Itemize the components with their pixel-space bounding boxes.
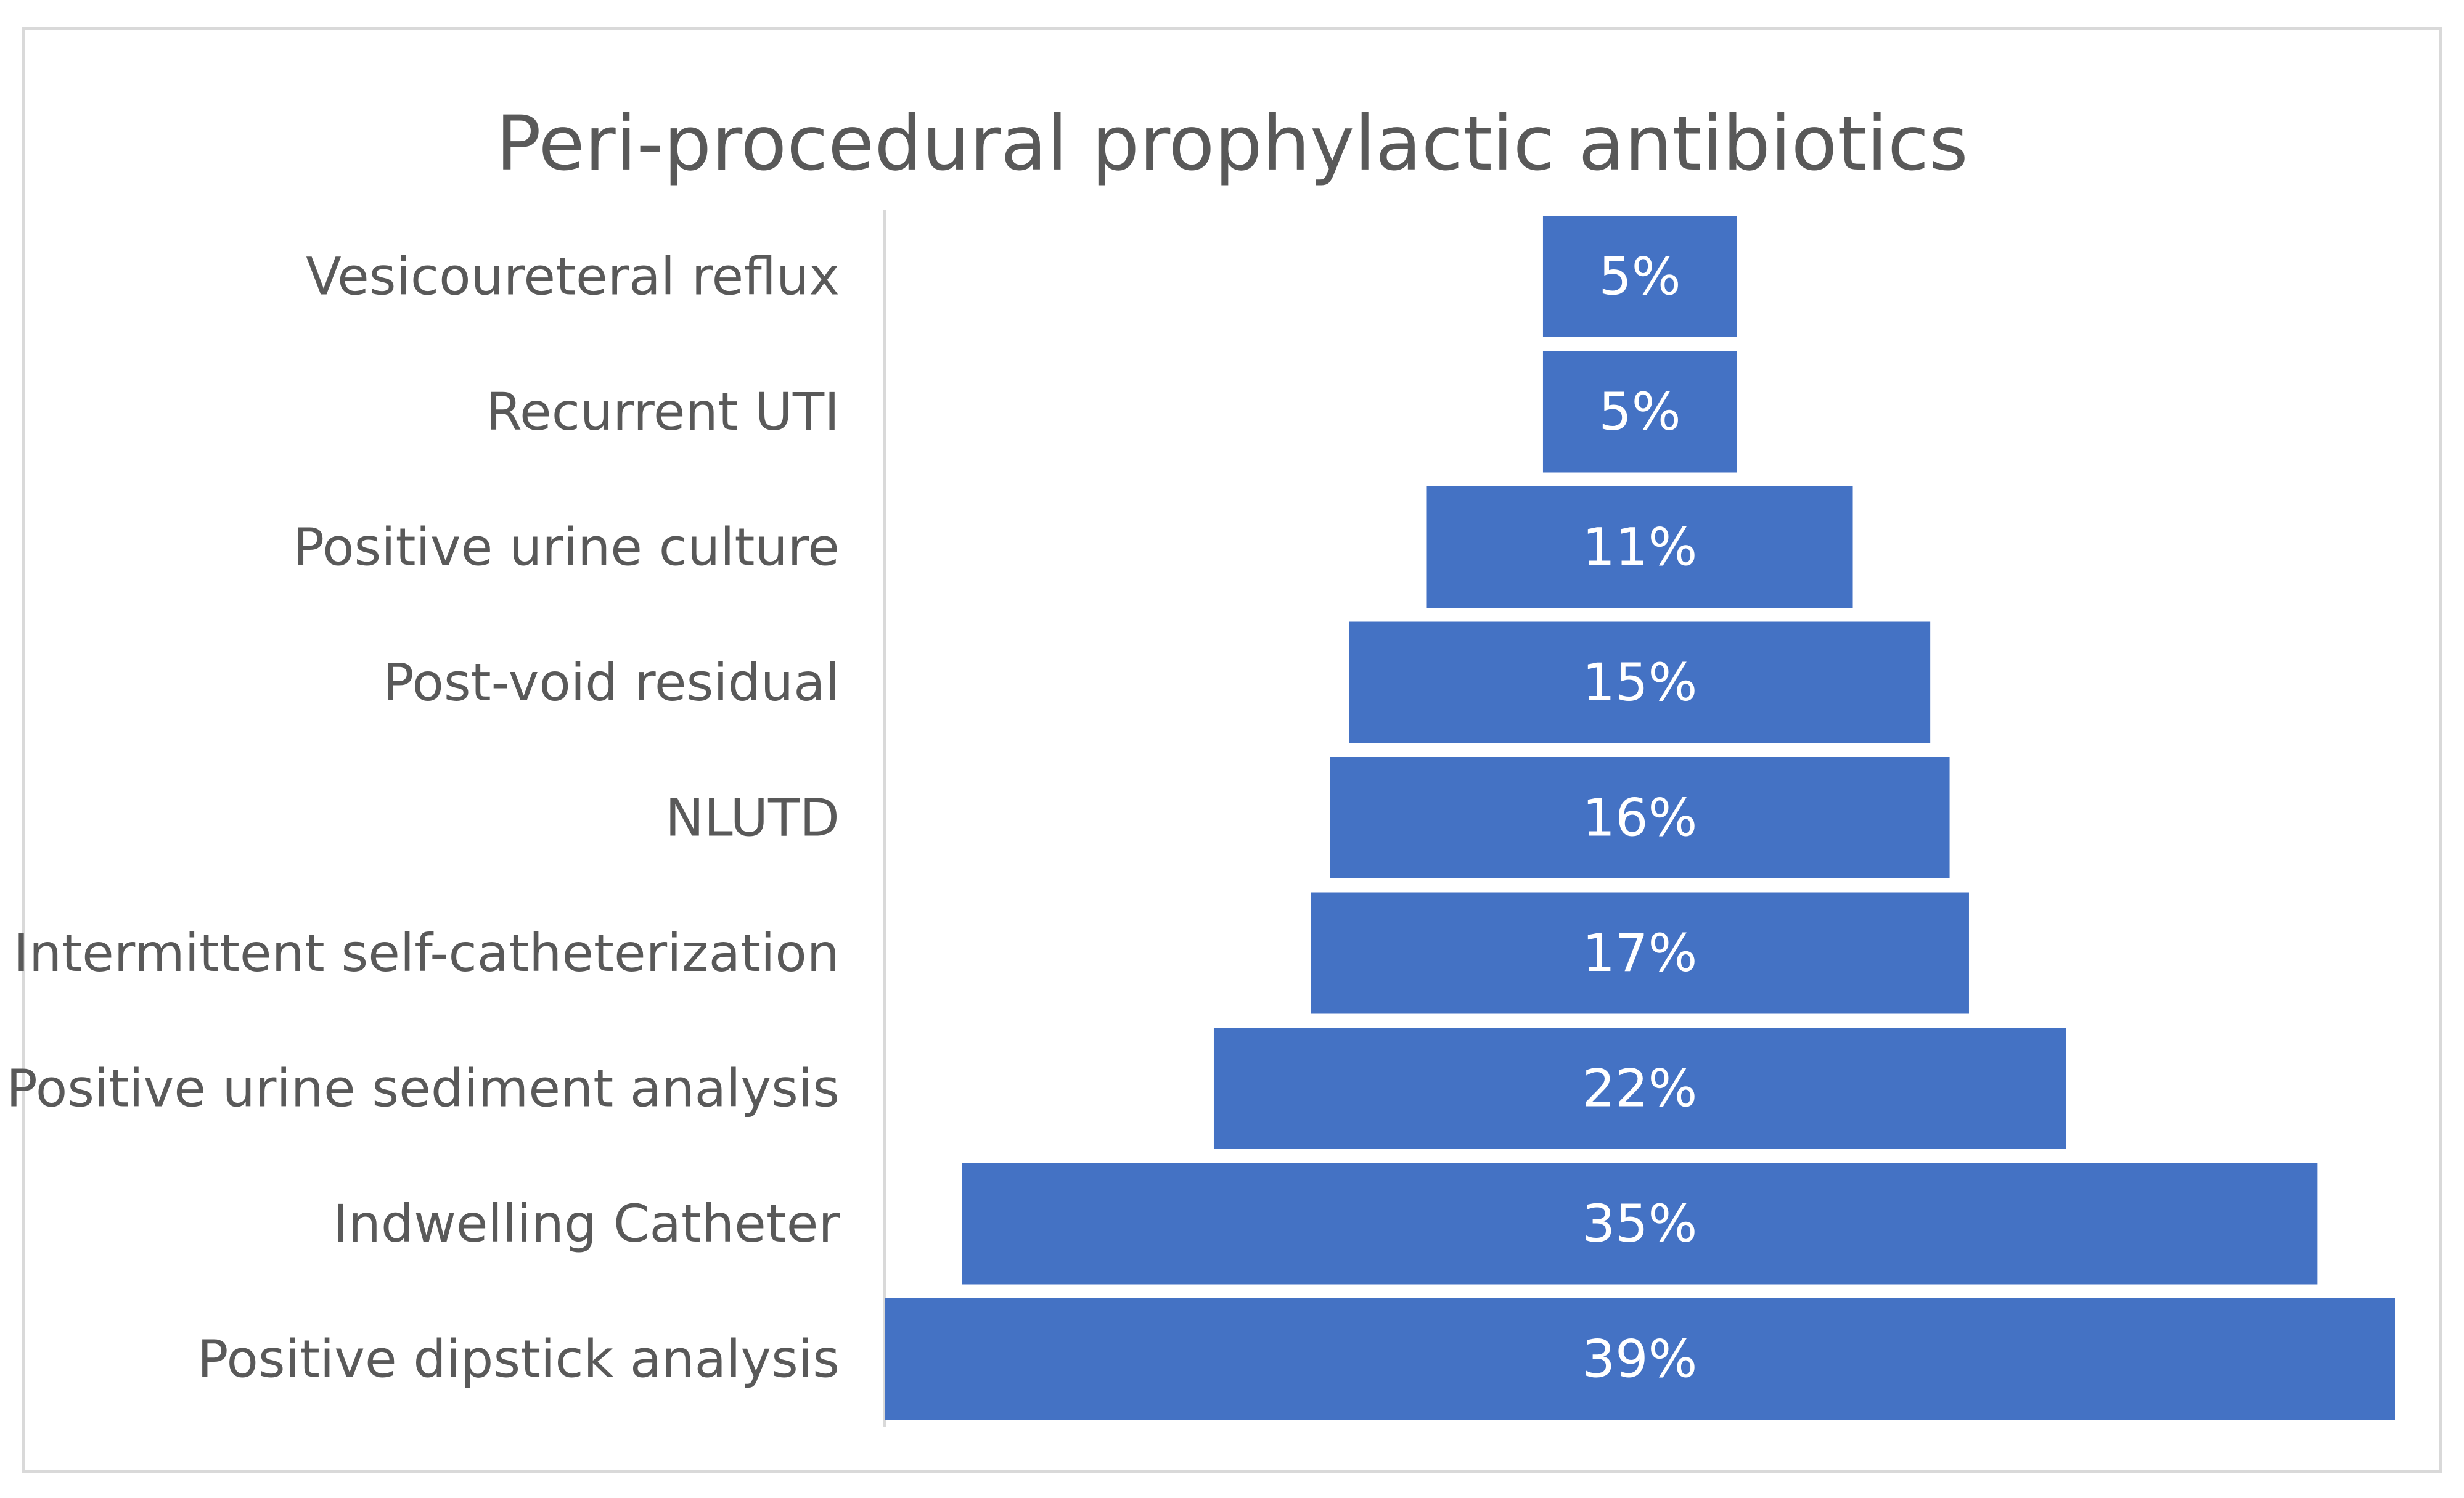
category-label: Positive dipstick analysis: [197, 1329, 840, 1390]
bar-nlutd: [1330, 757, 1950, 878]
bar-value-label: 5%: [1598, 382, 1680, 442]
category-label: Vesicoureteral reflux: [306, 247, 840, 307]
bar-value-label: 39%: [1582, 1329, 1698, 1390]
category-label: Indwelling Catheter: [333, 1193, 840, 1254]
bar-value-label: 17%: [1582, 923, 1698, 983]
bar-value-label: 5%: [1598, 247, 1680, 307]
bar-labels: 5% 5% 11% 15% 16% 17% 22% 35% 39%: [1582, 247, 1698, 1390]
chart-title: Peri-procedural prophylactic antibiotics: [496, 100, 1968, 187]
bars: [885, 216, 2395, 1420]
category-label: Intermittent self-catheterization: [14, 923, 840, 983]
bar-intermittent-self-catheterization: [1311, 892, 1969, 1014]
bar-value-label: 15%: [1582, 652, 1698, 713]
category-label: Positive urine sediment analysis: [6, 1058, 840, 1119]
bar-value-label: 11%: [1582, 517, 1698, 578]
bar-positive-urine-culture: [1426, 486, 1853, 608]
category-label: NLUTD: [665, 788, 840, 848]
category-label: Positive urine culture: [293, 517, 840, 578]
category-label: Post-void residual: [383, 652, 840, 713]
bar-positive-urine-sediment-analysis: [1213, 1028, 2066, 1149]
bar-indwelling-catheter: [962, 1163, 2318, 1285]
bar-vesicoureteral-reflux: [1542, 216, 1737, 337]
bar-positive-dipstick-analysis: [885, 1298, 2395, 1420]
bar-value-label: 35%: [1582, 1193, 1698, 1254]
bar-recurrent-uti: [1542, 351, 1737, 473]
bar-value-label: 22%: [1582, 1058, 1698, 1119]
bar-value-label: 16%: [1582, 788, 1698, 848]
category-labels: Vesicoureteral reflux Recurrent UTI Positi…: [6, 247, 840, 1390]
bar-post-void-residual: [1349, 621, 1931, 743]
category-label: Recurrent UTI: [486, 382, 840, 442]
